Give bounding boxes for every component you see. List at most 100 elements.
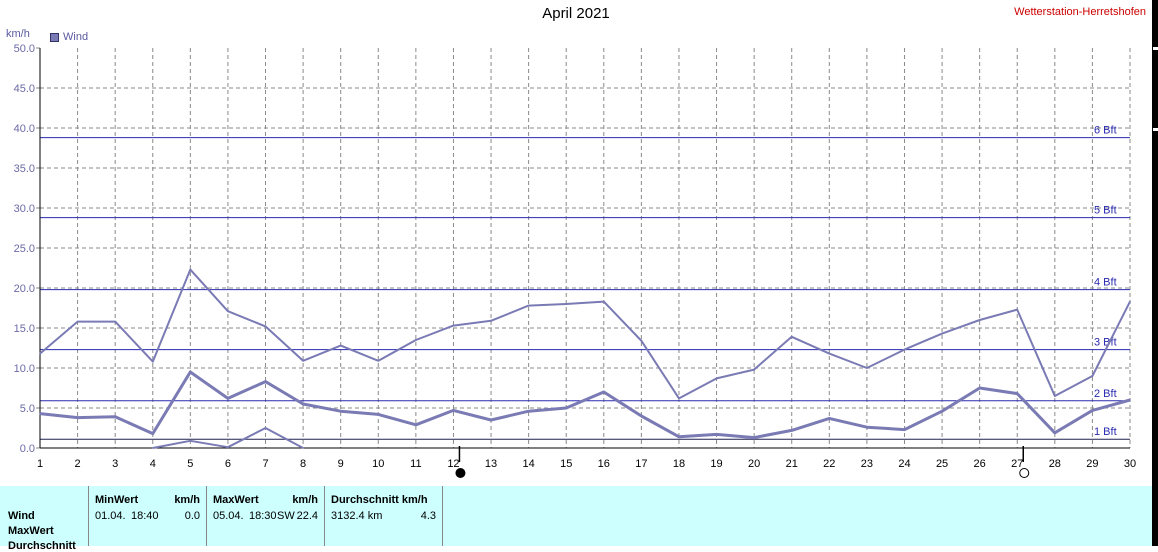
data-point <box>452 409 455 412</box>
data-point <box>527 304 530 307</box>
y-tick-label: 45.0 <box>14 83 35 95</box>
new-moon-marker <box>455 468 466 478</box>
y-tick-label: 15.0 <box>14 323 35 335</box>
data-point <box>790 429 793 432</box>
max-time: 18:30 <box>249 510 277 522</box>
beaufort-label: 1 Bft <box>1094 426 1117 438</box>
min-time: 18:40 <box>131 510 159 522</box>
data-point <box>151 432 154 435</box>
beaufort-label: 6 Bft <box>1094 125 1117 137</box>
x-tick-label: 20 <box>748 458 760 470</box>
data-point <box>114 416 116 418</box>
legend-label: Wind <box>63 31 89 43</box>
data-point <box>978 387 981 389</box>
series-line-1 <box>39 268 1131 400</box>
right-edge-marker <box>1153 47 1158 50</box>
x-tick-label: 28 <box>1049 458 1061 470</box>
max-unit-header: km/h <box>292 494 318 506</box>
data-point <box>602 300 605 303</box>
data-point <box>151 447 154 449</box>
row-label-maxwert: MaxWert <box>8 525 54 537</box>
data-point <box>415 339 417 341</box>
avg-value: 4.3 <box>420 510 436 522</box>
x-tick-label: 6 <box>225 458 231 470</box>
y-tick-label: 30.0 <box>14 203 35 215</box>
x-tick-label: 1 <box>37 458 43 470</box>
data-point <box>715 377 718 380</box>
y-tick-label: 50.0 <box>14 43 35 55</box>
max-date: 05.04. <box>213 510 244 522</box>
x-tick-label: 11 <box>410 458 421 470</box>
x-tick-label: 19 <box>710 458 722 470</box>
data-point <box>678 397 680 400</box>
data-point <box>377 360 380 362</box>
data-point <box>302 360 304 362</box>
data-point <box>490 320 492 322</box>
data-point <box>978 319 981 321</box>
data-point <box>264 325 267 328</box>
x-tick-label: 10 <box>372 458 384 470</box>
y-tick-label: 35.0 <box>14 163 35 175</box>
data-point <box>1091 375 1094 377</box>
max-column: MaxWert km/h 05.04. 18:30 SW 22.4 <box>206 486 324 546</box>
y-tick-label: 0.0 <box>20 443 35 455</box>
avg-header: Durchschnitt km/h <box>331 494 428 506</box>
x-tick-label: 4 <box>150 458 156 470</box>
chart-title: April 2021 <box>542 5 610 22</box>
right-edge-marker <box>1153 128 1158 131</box>
legend: Wind <box>50 31 88 43</box>
data-point <box>339 344 342 347</box>
data-point <box>1054 395 1056 397</box>
y-tick-label: 20.0 <box>14 283 35 295</box>
data-point <box>678 436 680 438</box>
x-tick-label: 30 <box>1124 458 1136 470</box>
data-point <box>227 446 229 449</box>
data-point <box>941 410 943 413</box>
x-tick-label: 12 <box>447 458 459 470</box>
station-name: Wetterstation-Herretshofen <box>1014 6 1146 18</box>
beaufort-label: 4 Bft <box>1094 277 1117 289</box>
data-point <box>1054 432 1056 434</box>
data-point <box>415 424 417 426</box>
x-tick-label: 9 <box>338 458 344 470</box>
x-tick-label: 26 <box>974 458 986 470</box>
data-point <box>452 324 455 327</box>
x-tick-label: 7 <box>262 458 268 470</box>
plot-area <box>40 48 1130 448</box>
legend-swatch <box>50 32 59 42</box>
x-tick-label: 2 <box>75 458 81 470</box>
data-point <box>39 412 41 415</box>
data-point <box>866 367 868 369</box>
data-point <box>189 268 192 271</box>
data-point <box>1129 300 1131 303</box>
avg-column: Durchschnitt km/h 3132.4 km 4.3 <box>324 486 443 546</box>
max-value: 22.4 <box>296 510 318 522</box>
row-label-third: Durchschnitt <box>8 540 76 552</box>
data-point <box>828 352 831 355</box>
data-point <box>1129 399 1131 401</box>
max-direction: SW <box>277 510 295 522</box>
data-point <box>264 380 267 383</box>
data-point <box>753 368 755 371</box>
data-point <box>76 416 79 419</box>
beaufort-label: 3 Bft <box>1094 337 1117 349</box>
data-point <box>903 428 906 431</box>
x-tick-label: 27 <box>1011 458 1023 470</box>
x-tick-label: 22 <box>823 458 835 470</box>
stats-table: Wind MaxWert Durchschnitt MinWert km/h 0… <box>0 486 1152 552</box>
series-line-2 <box>39 370 1131 440</box>
x-tick-label: 5 <box>187 458 193 470</box>
x-tick-label: 24 <box>898 458 910 470</box>
data-point <box>377 413 380 416</box>
data-point <box>640 415 643 417</box>
data-point <box>264 427 267 429</box>
x-tick-label: 21 <box>786 458 798 470</box>
data-point <box>1016 392 1019 395</box>
data-point <box>565 407 568 409</box>
data-point <box>790 336 793 338</box>
x-tick-label: 29 <box>1086 458 1098 470</box>
data-point <box>941 332 943 335</box>
row-label-wind: Wind <box>8 510 35 522</box>
max-header: MaxWert <box>213 494 259 506</box>
data-point <box>828 417 831 420</box>
